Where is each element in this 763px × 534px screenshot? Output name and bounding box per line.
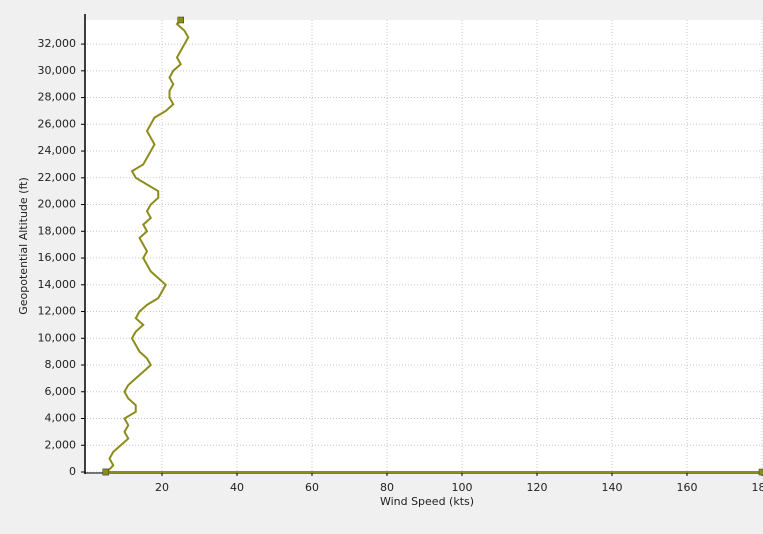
- y-tick-label: 18,000: [38, 224, 77, 237]
- y-tick-label: 32,000: [38, 37, 77, 50]
- y-tick-label: 2,000: [45, 438, 77, 451]
- y-tick-label: 6,000: [45, 385, 77, 398]
- x-tick-label: 100: [452, 481, 473, 494]
- end-marker: [103, 469, 109, 475]
- y-tick-label: 24,000: [38, 144, 77, 157]
- y-tick-label: 20,000: [38, 198, 77, 211]
- plot-area: [85, 20, 763, 472]
- x-axis-label: Wind Speed (kts): [380, 495, 474, 508]
- y-tick-label: 16,000: [38, 251, 77, 264]
- end-marker: [759, 469, 763, 475]
- x-tick-label: 180: [752, 481, 763, 494]
- x-tick-label: 140: [602, 481, 623, 494]
- x-tick-label: 40: [230, 481, 244, 494]
- end-marker: [178, 17, 184, 23]
- y-tick-label: 26,000: [38, 117, 77, 130]
- y-tick-label: 10,000: [38, 331, 77, 344]
- y-tick-label: 12,000: [38, 305, 77, 318]
- y-tick-label: 28,000: [38, 91, 77, 104]
- y-axis-label: Geopotential Altitude (ft): [17, 177, 30, 315]
- y-tick-label: 30,000: [38, 64, 77, 77]
- y-tick-label: 8,000: [45, 358, 77, 371]
- x-tick-label: 80: [380, 481, 394, 494]
- y-tick-label: 4,000: [45, 412, 77, 425]
- x-tick-label: 160: [677, 481, 698, 494]
- y-tick-label: 0: [69, 465, 76, 478]
- y-tick-label: 14,000: [38, 278, 77, 291]
- x-tick-label: 60: [305, 481, 319, 494]
- x-tick-label: 120: [527, 481, 548, 494]
- x-tick-label: 20: [155, 481, 169, 494]
- y-tick-label: 22,000: [38, 171, 77, 184]
